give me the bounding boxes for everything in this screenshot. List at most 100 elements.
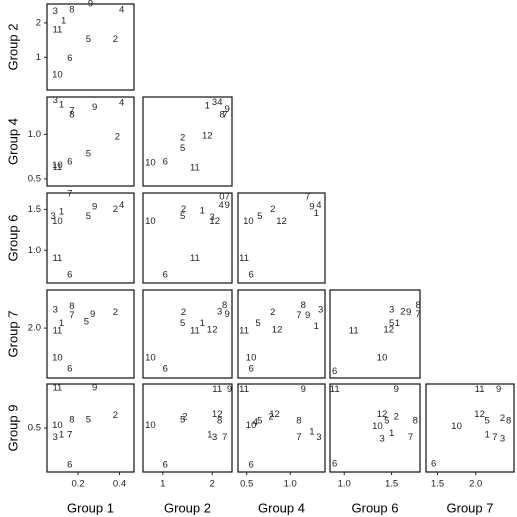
point-label: 7 xyxy=(222,109,227,120)
point-label: 5 xyxy=(86,414,91,425)
x-tick-label: 1 xyxy=(160,479,165,490)
point-label: 12 xyxy=(474,409,485,420)
point-label: 10 xyxy=(246,353,257,364)
point-label: 6 xyxy=(163,460,168,471)
point-label: 7 xyxy=(69,106,74,117)
point-label: 7 xyxy=(67,429,72,440)
point-label: 7 xyxy=(408,432,413,443)
point-label: 5 xyxy=(180,211,185,222)
point-label: 12 xyxy=(209,216,220,227)
point-label: 1 xyxy=(59,318,64,329)
point-label: 3 xyxy=(51,211,56,222)
point-label: 10 xyxy=(451,421,462,432)
point-label: 10 xyxy=(145,216,156,227)
point-label: 5 xyxy=(180,414,185,425)
point-label: 07 xyxy=(219,192,230,203)
point-label: 8 xyxy=(217,416,222,427)
point-label: 1 xyxy=(314,321,319,332)
column-axis-title: Group 1 xyxy=(67,501,114,516)
point-label: 1 xyxy=(59,100,64,111)
point-label: 2 xyxy=(270,307,275,318)
point-label: 5 xyxy=(255,318,260,329)
point-label: 12 xyxy=(207,324,218,335)
point-label: 7 xyxy=(296,432,301,443)
panel-frame xyxy=(46,289,135,379)
point-label: 10 xyxy=(145,157,156,168)
panel-frame xyxy=(46,192,135,284)
panel-frame xyxy=(46,3,135,91)
row-axis-title: Group 6 xyxy=(6,215,21,262)
point-label: 6 xyxy=(67,269,72,280)
y-tick-label: 1.0 xyxy=(28,129,41,140)
point-label: 10 xyxy=(52,420,63,431)
point-label: 3 xyxy=(53,95,58,106)
point-label: 10 xyxy=(246,420,257,431)
point-label: 6 xyxy=(163,269,168,280)
y-tick-label: 2.0 xyxy=(28,323,41,334)
point-label: 1 xyxy=(59,429,64,440)
point-label: 6 xyxy=(67,157,72,168)
x-tick-label: 0.5 xyxy=(240,479,253,490)
point-label: 11 xyxy=(52,253,62,264)
point-label: 3 xyxy=(212,432,217,443)
point-label: 4 xyxy=(119,98,124,109)
point-label: 9 xyxy=(92,102,97,113)
point-label: 2 xyxy=(180,132,185,143)
point-label: 5 xyxy=(389,318,394,329)
point-label: 6 xyxy=(67,460,72,471)
point-label: 12 xyxy=(276,216,287,227)
point-label: 3 xyxy=(53,6,58,17)
point-label: 5 xyxy=(485,416,490,427)
point-label: 7 xyxy=(222,432,227,443)
point-label: 2 xyxy=(113,204,118,215)
point-label: 1 xyxy=(61,16,66,27)
panel-g9-vs-g1: 11 9 8 5 2 101 73 6 xyxy=(46,383,135,473)
point-label: 6 xyxy=(332,458,337,469)
point-label: 6 xyxy=(248,363,253,374)
point-label: 10 xyxy=(243,216,254,227)
point-label: 6 xyxy=(163,363,168,374)
point-label: 7 xyxy=(296,310,301,321)
point-label: 1 xyxy=(389,428,394,439)
point-label: 5 xyxy=(180,143,185,154)
point-label: 5 xyxy=(86,149,91,160)
point-label: 6 xyxy=(67,53,72,64)
point-label: 7 xyxy=(492,432,497,443)
panel-frame xyxy=(142,383,233,473)
y-tick-label: 1.0 xyxy=(28,245,41,256)
panel-frame xyxy=(425,383,515,473)
point-label: 8 xyxy=(69,109,74,120)
point-label: 9 xyxy=(496,384,501,395)
point-label: 4 xyxy=(119,200,124,211)
point-label: 3 xyxy=(53,305,58,316)
point-label: 11 xyxy=(190,163,200,174)
column-axis-title: Group 2 xyxy=(164,501,211,516)
point-label: 2 xyxy=(400,306,405,317)
panel-frame xyxy=(237,289,326,379)
y-tick-label: 2 xyxy=(36,17,41,28)
point-label: 2 xyxy=(181,204,186,215)
point-label: 10 xyxy=(52,353,63,364)
point-label: 8 xyxy=(413,416,418,427)
point-label: 11 xyxy=(330,384,340,395)
column-axis-title: Group 4 xyxy=(258,501,305,516)
point-label: 11 xyxy=(212,384,222,395)
point-label: 9 xyxy=(406,307,411,318)
y-tick-label: 0.5 xyxy=(28,423,41,434)
point-label: 11 xyxy=(239,253,249,264)
panel-frame xyxy=(237,192,326,284)
point-label: 12 xyxy=(377,409,388,420)
point-label: 8 xyxy=(219,109,224,120)
x-tick-label: 2 xyxy=(210,479,215,490)
point-label: 3 xyxy=(53,432,58,443)
point-label: 8 xyxy=(69,4,74,15)
point-label: 6 xyxy=(332,366,337,377)
point-label: 8 xyxy=(69,414,74,425)
point-label: 8 xyxy=(296,416,301,427)
point-label: 7 xyxy=(415,309,420,320)
point-label: 1 xyxy=(314,208,319,219)
x-tick-label: 1.0 xyxy=(284,479,297,490)
point-label: 3 xyxy=(379,434,384,445)
